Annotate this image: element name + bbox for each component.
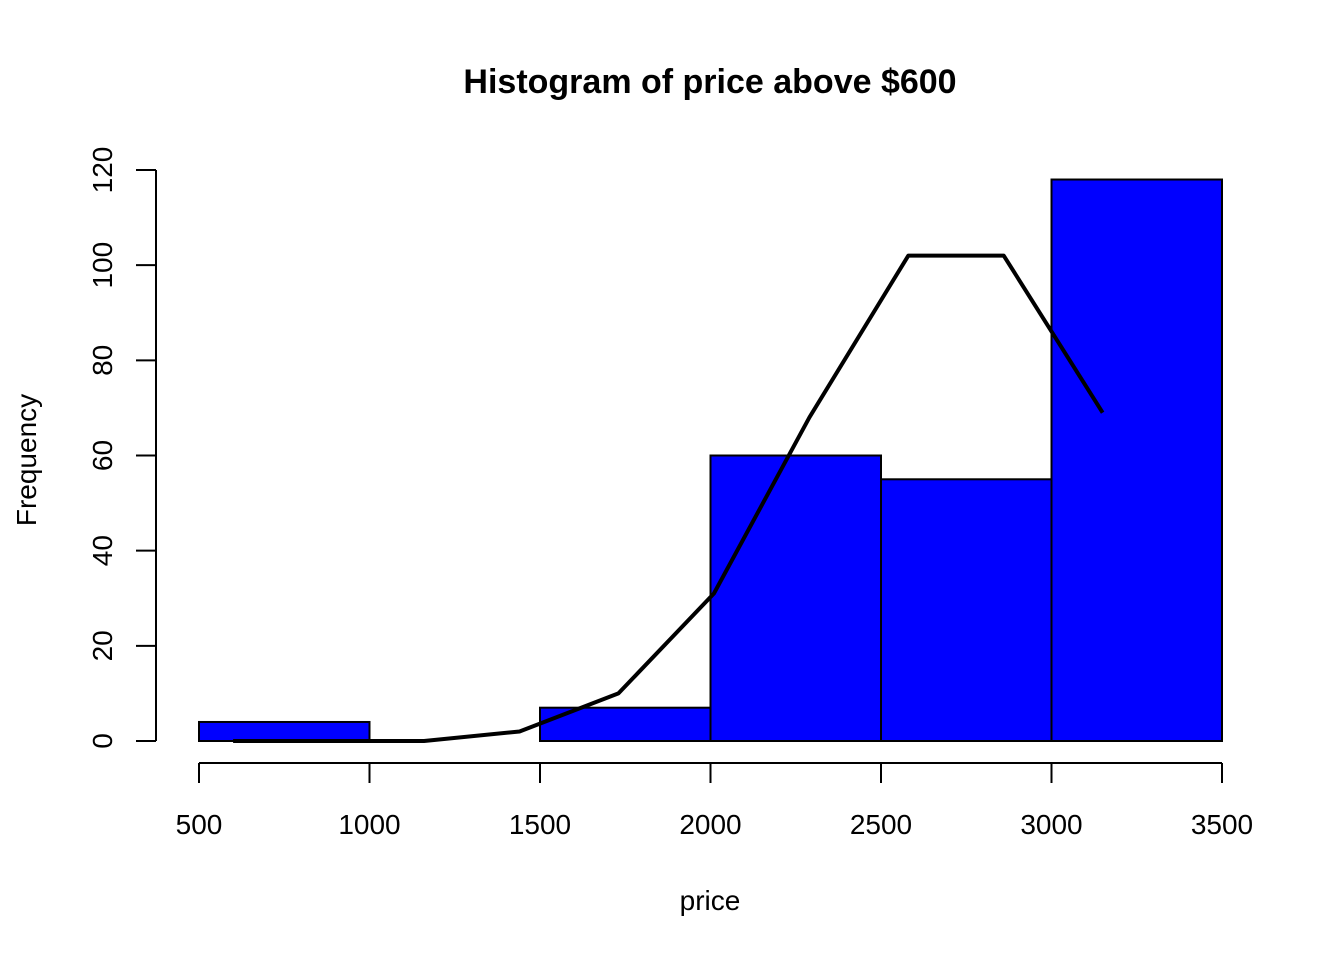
x-tick-label: 2000 <box>679 809 741 840</box>
y-tick-label: 40 <box>87 535 118 566</box>
y-tick-label: 100 <box>87 242 118 289</box>
x-tick-label: 3000 <box>1020 809 1082 840</box>
bars-group <box>198 178 1223 743</box>
y-tick-label: 60 <box>87 440 118 471</box>
x-tick-label: 1500 <box>509 809 571 840</box>
x-tick-label: 500 <box>176 809 223 840</box>
histogram-bar <box>880 478 1053 742</box>
chart-title: Histogram of price above $600 <box>463 63 956 101</box>
y-tick-label: 20 <box>87 630 118 661</box>
y-axis: 0 20 40 60 80 100 120 <box>87 147 157 749</box>
density-curve-line <box>233 253 1105 743</box>
x-tick-label: 1000 <box>338 809 400 840</box>
histogram-bar <box>709 454 882 742</box>
y-axis-label: Frequency <box>11 394 42 526</box>
x-tick-label: 2500 <box>850 809 912 840</box>
x-axis-label: price <box>680 885 741 916</box>
histogram-bar <box>1050 178 1223 742</box>
x-axis: 500 1000 1500 2000 2500 3000 3500 <box>176 762 1253 840</box>
y-tick-label: 120 <box>87 147 118 194</box>
x-tick-label: 3500 <box>1191 809 1253 840</box>
y-tick-label: 0 <box>87 733 118 749</box>
y-tick-label: 80 <box>87 345 118 376</box>
histogram-bar <box>198 720 371 743</box>
density-curve-group <box>233 253 1105 743</box>
